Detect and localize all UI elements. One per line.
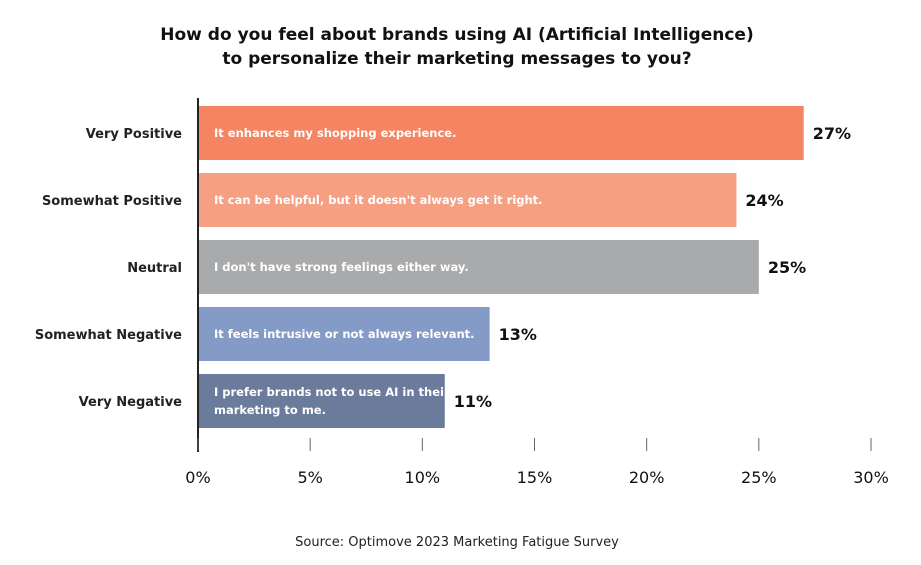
x-tick-label: 0% <box>185 468 210 487</box>
bar-annotation: It feels intrusive or not always relevan… <box>214 327 475 341</box>
chart-title-line-2: to personalize their marketing messages … <box>222 49 691 69</box>
bar <box>198 240 759 294</box>
x-tick-label: 30% <box>853 468 889 487</box>
value-label: 27% <box>813 124 851 143</box>
x-tick-label: 10% <box>405 468 441 487</box>
category-label: Somewhat Negative <box>35 328 182 343</box>
chart-title-line-1: How do you feel about brands using AI (A… <box>160 25 753 45</box>
category-label: Very Positive <box>86 127 182 142</box>
x-tick-label: 15% <box>517 468 553 487</box>
category-label: Very Negative <box>79 395 182 410</box>
source-note: Source: Optimove 2023 Marketing Fatigue … <box>295 535 619 550</box>
bar <box>198 307 490 361</box>
category-label: Somewhat Positive <box>42 194 182 209</box>
value-label: 25% <box>768 258 806 277</box>
bar-annotation: marketing to me. <box>214 403 326 417</box>
value-label: 24% <box>745 191 783 210</box>
bar-annotation: I don't have strong feelings either way. <box>214 260 469 274</box>
x-tick-label: 25% <box>741 468 777 487</box>
bar-annotation: It enhances my shopping experience. <box>214 126 456 140</box>
value-label: 11% <box>454 392 492 411</box>
category-label: Neutral <box>127 261 182 276</box>
bar <box>198 374 445 428</box>
value-label: 13% <box>499 325 537 344</box>
x-tick-label: 20% <box>629 468 665 487</box>
x-tick-label: 5% <box>297 468 322 487</box>
bar <box>198 173 737 227</box>
bar-annotation: It can be helpful, but it doesn't always… <box>214 193 543 207</box>
bar-annotation: I prefer brands not to use AI in their <box>214 385 450 399</box>
bar <box>198 106 804 160</box>
